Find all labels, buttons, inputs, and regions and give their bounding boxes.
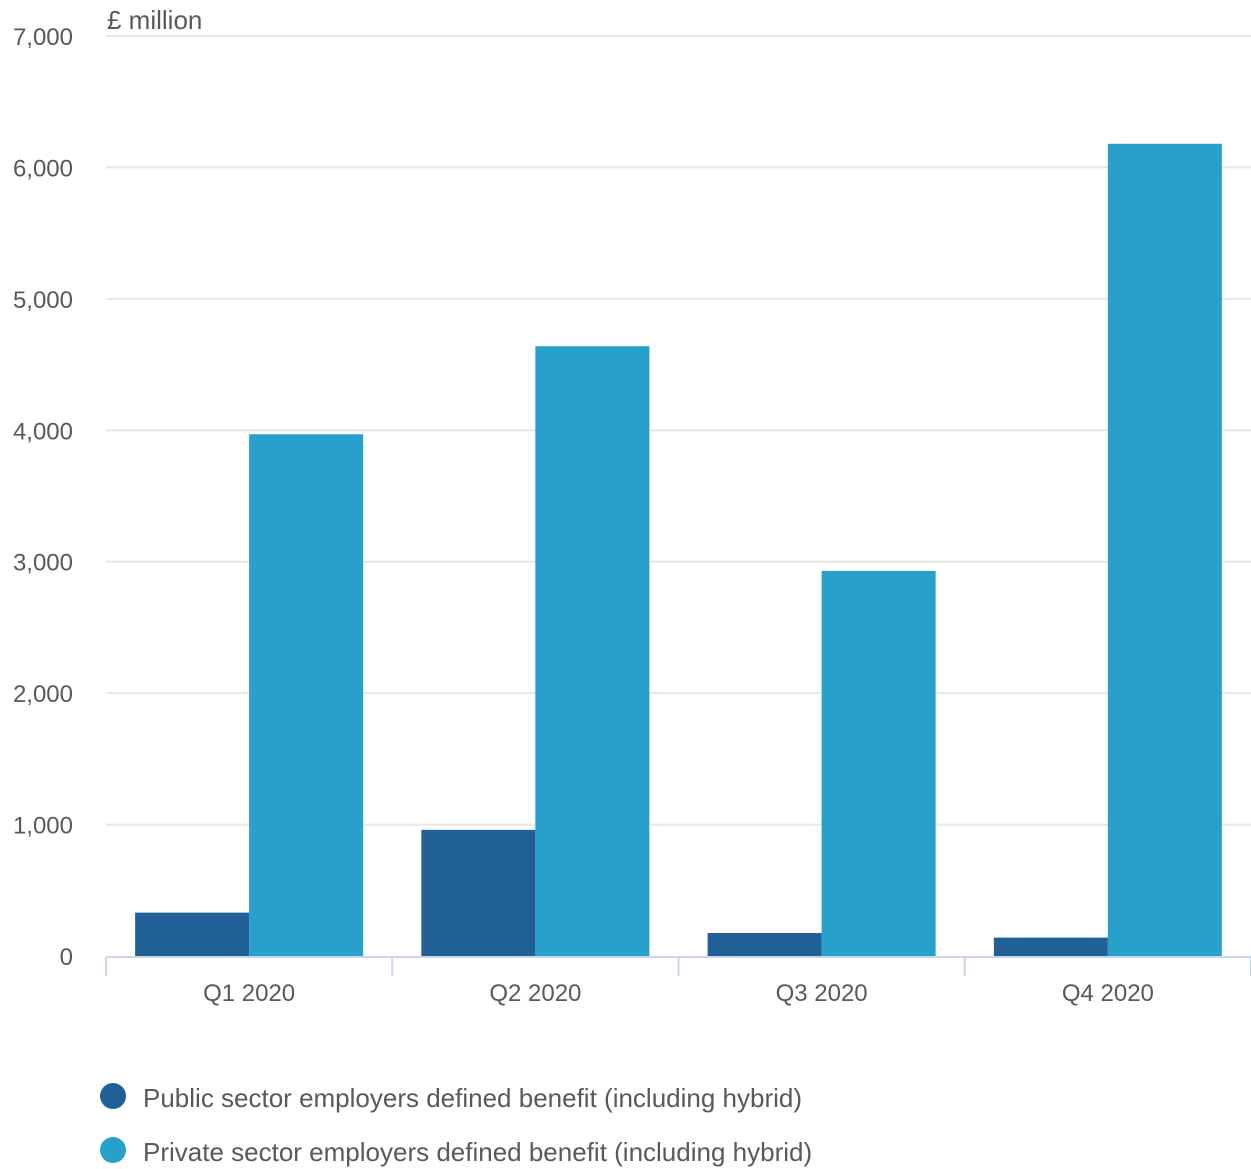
bar[interactable] [821, 570, 936, 956]
y-tick-label: 4,000 [13, 418, 73, 445]
bar[interactable] [993, 937, 1108, 956]
y-tick-label: 1,000 [13, 813, 73, 840]
y-tick-label: 3,000 [13, 550, 73, 577]
axes: 0 1,000 2,000 3,000 4,000 5,000 6,000 7,000 Q1 2… [13, 24, 1251, 1007]
y-tick-label: 0 [60, 944, 73, 971]
bar[interactable] [535, 346, 650, 957]
x-tick-label: Q3 2020 [776, 980, 868, 1007]
y-tick-label: 5,000 [13, 287, 73, 314]
legend-marker[interactable] [100, 1083, 126, 1109]
bar[interactable] [707, 933, 822, 956]
x-tick-label: Q4 2020 [1062, 980, 1154, 1007]
bar[interactable] [249, 434, 364, 956]
bar[interactable] [421, 829, 536, 956]
legend-label[interactable]: Private sector employers defined benefit… [143, 1137, 812, 1167]
bar[interactable] [135, 912, 250, 956]
y-tick-label: 6,000 [13, 155, 73, 182]
unit-label: £ million [107, 5, 202, 35]
y-tick-label: 2,000 [13, 681, 73, 708]
x-tick-label: Q1 2020 [203, 980, 295, 1007]
legend-label[interactable]: Public sector employers defined benefit … [143, 1083, 802, 1113]
legend[interactable]: Public sector employers defined benefit … [100, 1083, 812, 1167]
bar[interactable] [1107, 143, 1222, 956]
legend-marker[interactable] [100, 1137, 126, 1163]
y-tick-label: 7,000 [13, 24, 73, 51]
x-tick-label: Q2 2020 [489, 980, 581, 1007]
bars [135, 143, 1222, 957]
